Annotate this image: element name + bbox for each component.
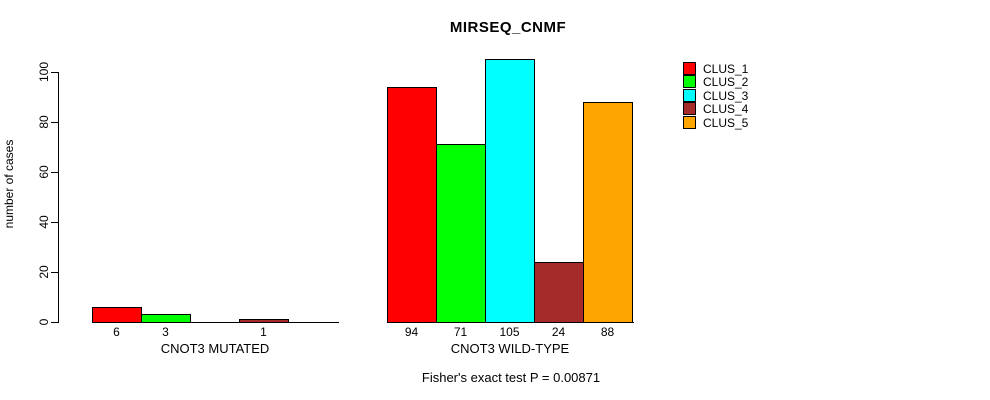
bar-value-label: 6 xyxy=(113,325,120,339)
bar-value-label: 24 xyxy=(551,325,566,339)
bar-clus_4 xyxy=(239,319,289,323)
legend-swatch-clus_1 xyxy=(683,62,696,75)
legend-label-clus_5: CLUS_5 xyxy=(703,115,749,130)
legend-swatch-clus_4 xyxy=(683,102,696,116)
bar-value-label: 1 xyxy=(260,325,267,339)
bar-value-label: 3 xyxy=(162,325,169,339)
y-axis-line xyxy=(58,72,59,323)
y-axis-label: number of cases xyxy=(2,139,16,229)
bar-clus_3 xyxy=(485,59,535,323)
legend-swatch-clus_5 xyxy=(683,115,696,129)
y-tick-label: 80 xyxy=(37,115,51,129)
y-tick-label: 100 xyxy=(37,61,51,83)
legend-label-clus_1: CLUS_1 xyxy=(703,62,749,76)
x-axis-baseline xyxy=(92,322,339,323)
bar-value-label: 94 xyxy=(404,325,419,339)
y-tick-mark xyxy=(51,272,58,273)
bar-clus_2 xyxy=(141,314,191,323)
bar-clus_5 xyxy=(583,102,633,323)
legend-label-clus_2: CLUS_2 xyxy=(703,75,749,90)
x-group-label-wildtype: CNOT3 WILD-TYPE xyxy=(450,341,570,356)
fisher-test-annotation: Fisher's exact test P = 0.00871 xyxy=(421,370,601,385)
y-tick-label: 40 xyxy=(37,215,51,229)
bar-value-label: 71 xyxy=(453,325,468,339)
bar-clus_2 xyxy=(436,144,486,323)
bar-clus_1 xyxy=(387,87,437,323)
y-tick-label: 0 xyxy=(37,318,51,326)
bar-clus_1 xyxy=(92,307,142,323)
y-tick-label: 20 xyxy=(37,265,51,279)
legend-swatch-clus_2 xyxy=(683,75,696,89)
legend-label-clus_4: CLUS_4 xyxy=(703,102,749,117)
bar-value-label: 88 xyxy=(600,325,615,339)
x-group-label-mutated: CNOT3 MUTATED xyxy=(160,341,270,356)
y-tick-mark xyxy=(51,172,58,173)
bar-value-label: 105 xyxy=(499,325,520,339)
chart-title: MIRSEQ_CNMF xyxy=(449,19,567,36)
legend-swatch-clus_3 xyxy=(683,88,696,102)
y-tick-mark xyxy=(51,72,58,73)
y-tick-mark xyxy=(51,322,58,323)
bar-clus_4 xyxy=(534,262,584,323)
y-tick-mark xyxy=(51,222,58,223)
y-tick-label: 60 xyxy=(37,165,51,179)
legend-label-clus_3: CLUS_3 xyxy=(703,88,749,103)
y-tick-mark xyxy=(51,122,58,123)
